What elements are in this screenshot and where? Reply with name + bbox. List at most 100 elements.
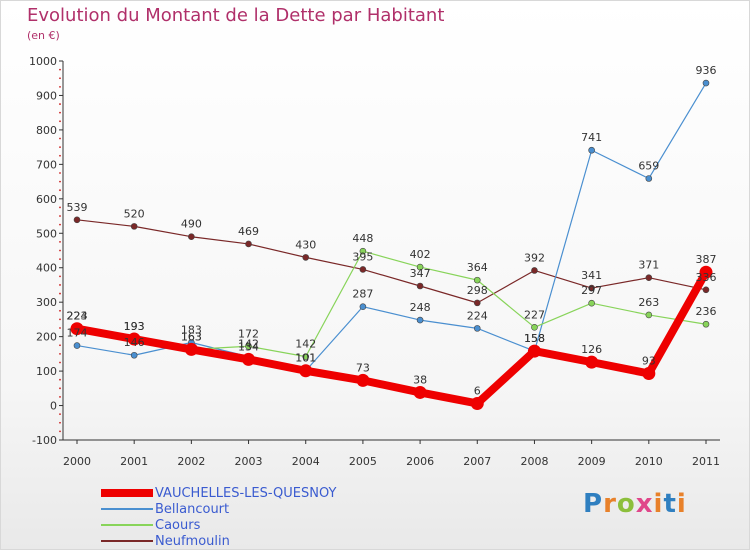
- y-minor-tick: [59, 352, 61, 355]
- data-point-0: [184, 342, 198, 356]
- legend-item-vauchelles: VAUCHELLES-LES-QUESNOY: [101, 485, 336, 501]
- y-minor-tick: [59, 318, 61, 321]
- data-label-2: 227: [524, 308, 545, 321]
- y-tick-label: 200: [36, 331, 57, 344]
- chart-title: Evolution du Montant de la Dette par Hab…: [27, 5, 445, 26]
- data-point-2: [302, 353, 310, 360]
- data-point-0: [299, 364, 313, 378]
- y-tick-label: 1000: [29, 55, 57, 68]
- data-label-0: 93: [642, 355, 656, 368]
- data-point-2: [531, 324, 538, 331]
- data-label-2: 263: [638, 296, 659, 309]
- data-label-1: 174: [67, 327, 88, 340]
- data-point-2: [588, 299, 595, 307]
- data-label-0: 134: [238, 340, 259, 353]
- y-minor-tick: [59, 189, 61, 192]
- legend-label-neufmoulin: Neufmoulin: [155, 533, 230, 549]
- data-label-0: 101: [295, 352, 316, 365]
- legend-label-vauchelles: VAUCHELLES-LES-QUESNOY: [155, 485, 337, 501]
- y-tick-label: 700: [36, 158, 57, 171]
- data-label-2: 163: [181, 330, 202, 343]
- data-label-3: 298: [467, 284, 488, 297]
- y-minor-tick: [59, 275, 61, 278]
- data-label-3: 336: [696, 271, 717, 284]
- data-label-1: 936: [696, 64, 717, 77]
- data-label-2: 448: [352, 232, 373, 245]
- x-tick-label: 2003: [235, 455, 263, 468]
- y-tick-label: -100: [32, 434, 57, 447]
- data-point-0: [242, 352, 256, 366]
- data-point-2: [245, 342, 252, 350]
- data-label-1: 101: [295, 352, 316, 365]
- data-label-1: 741: [581, 131, 602, 144]
- data-label-2: 297: [581, 284, 602, 297]
- y-tick-label: 800: [36, 124, 57, 137]
- legend-item-neufmoulin: Neufmoulin: [101, 533, 336, 549]
- x-tick-label: 2008: [520, 455, 548, 468]
- x-tick-label: 2006: [406, 455, 434, 468]
- data-label-3: 539: [67, 201, 88, 214]
- data-point-1: [73, 342, 81, 349]
- data-point-1: [588, 146, 595, 154]
- data-point-3: [130, 223, 138, 230]
- y-minor-tick: [59, 154, 61, 157]
- data-point-3: [416, 282, 424, 290]
- data-label-3: 341: [581, 269, 602, 282]
- x-tick-label: 2000: [63, 455, 91, 468]
- y-tick-label: 600: [36, 193, 57, 206]
- data-point-0: [356, 373, 370, 387]
- data-label-0: 126: [581, 343, 602, 356]
- data-point-0: [699, 265, 713, 279]
- legend-swatch-vauchelles: [101, 489, 153, 497]
- data-point-3: [245, 240, 252, 248]
- x-tick-label: 2007: [463, 455, 491, 468]
- y-minor-tick: [59, 111, 61, 114]
- data-point-1: [359, 303, 367, 310]
- x-tick-label: 2009: [578, 455, 606, 468]
- data-point-2: [473, 276, 481, 284]
- y-minor-tick: [59, 180, 61, 183]
- data-point-0: [470, 396, 484, 410]
- y-minor-tick: [59, 146, 61, 149]
- data-point-3: [531, 267, 538, 274]
- data-point-3: [302, 254, 310, 261]
- data-point-2: [416, 263, 424, 271]
- data-label-1: 146: [124, 336, 145, 349]
- legend-item-bellancourt: Bellancourt: [101, 501, 336, 517]
- data-point-1: [473, 325, 481, 332]
- data-point-3: [588, 284, 595, 292]
- y-minor-tick: [59, 120, 61, 123]
- legend-swatch-neufmoulin: [101, 540, 153, 542]
- data-label-3: 347: [410, 267, 431, 280]
- y-minor-tick: [59, 68, 61, 71]
- y-tick-label: 0: [50, 400, 57, 413]
- data-point-3: [473, 299, 481, 307]
- y-minor-tick: [59, 421, 61, 424]
- data-label-2: 236: [696, 305, 717, 318]
- data-label-0: 223: [67, 310, 88, 323]
- y-minor-tick: [59, 223, 61, 226]
- y-minor-tick: [59, 215, 61, 217]
- data-point-1: [702, 79, 710, 87]
- y-minor-tick: [59, 206, 61, 209]
- data-point-3: [645, 274, 653, 282]
- data-point-0: [127, 332, 141, 346]
- series-line-3: [76, 219, 707, 304]
- data-label-3: 392: [524, 251, 545, 264]
- data-point-1: [130, 351, 138, 359]
- data-label-2: 193: [124, 320, 145, 333]
- data-label-0: 73: [356, 361, 370, 374]
- y-minor-tick: [59, 292, 61, 295]
- data-label-0: 387: [696, 253, 717, 266]
- data-label-2: 364: [467, 261, 488, 274]
- y-minor-tick: [59, 309, 61, 312]
- data-label-3: 371: [638, 259, 659, 272]
- data-point-3: [702, 286, 710, 294]
- legend-item-caours: Caours: [101, 517, 336, 533]
- data-point-0: [527, 344, 541, 358]
- y-minor-tick: [59, 378, 61, 381]
- data-label-3: 395: [352, 250, 373, 263]
- data-point-2: [359, 247, 367, 255]
- data-label-1: 183: [181, 323, 202, 336]
